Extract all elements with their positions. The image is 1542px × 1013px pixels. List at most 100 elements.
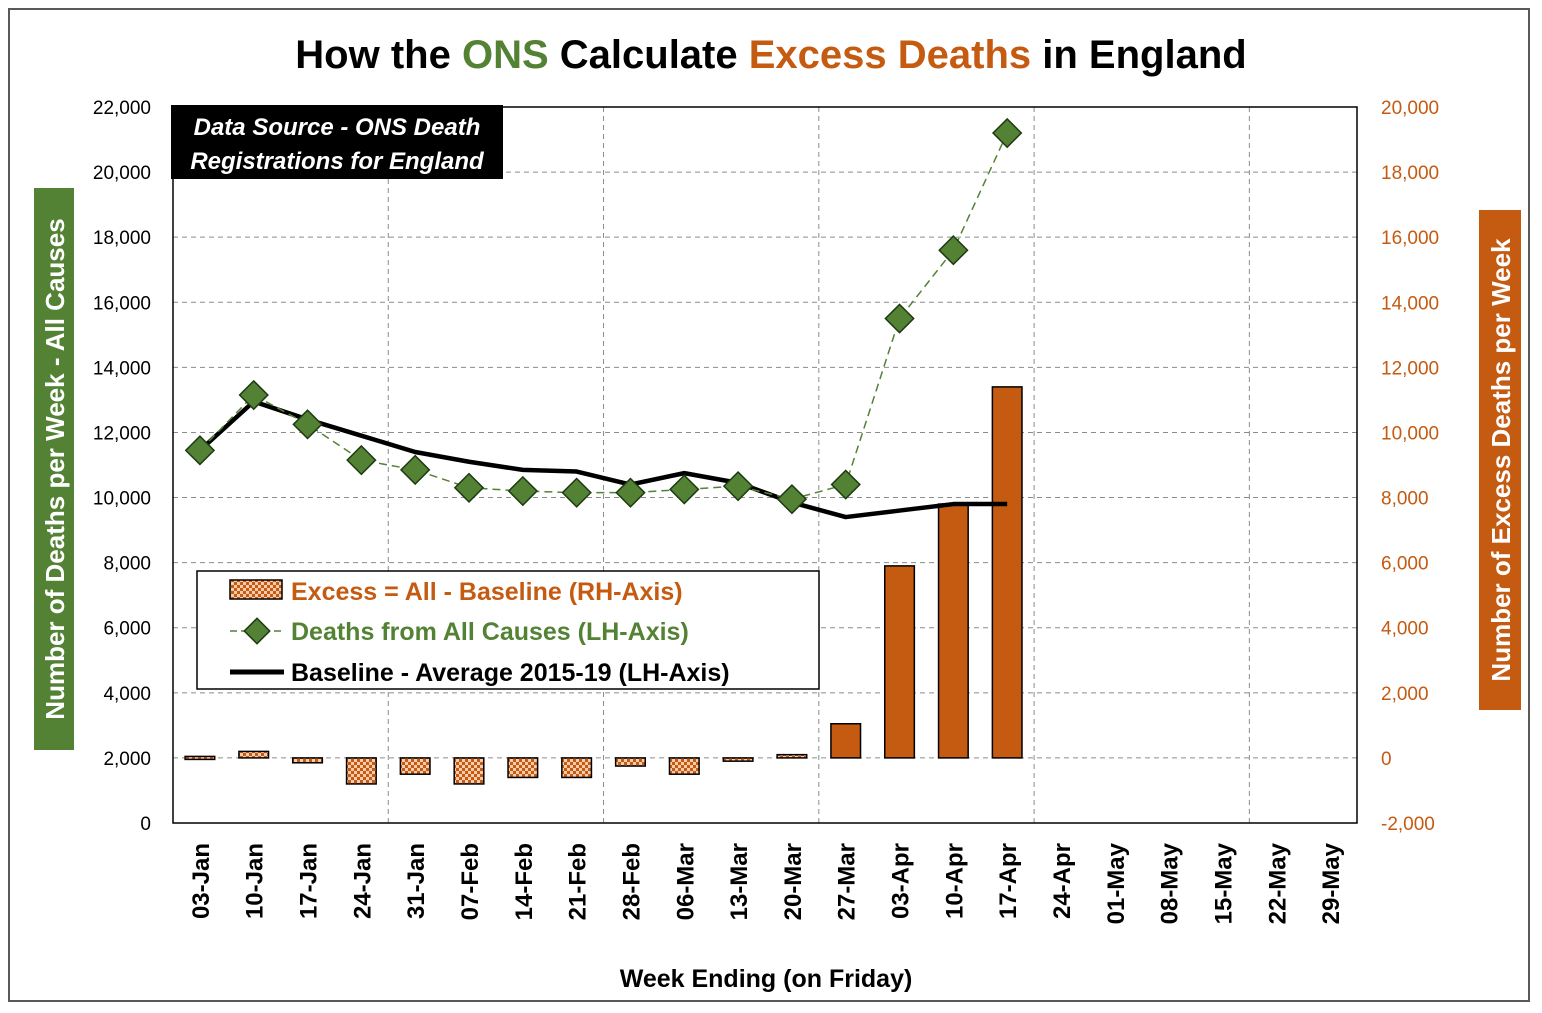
all-causes-point	[991, 117, 1023, 149]
all-causes-point	[184, 435, 216, 466]
baseline-series	[198, 399, 1008, 520]
x-tick-label: 03-Jan	[188, 843, 215, 919]
all-causes-point	[669, 474, 700, 505]
legend-all-causes-label: Deaths from All Causes (LH-Axis)	[291, 618, 689, 646]
x-tick-label: 03-Apr	[888, 843, 915, 919]
plot-area	[172, 106, 1358, 824]
left-tick-label: 8,000	[103, 554, 151, 575]
right-tick-label: 12,000	[1381, 358, 1439, 379]
excess-bar	[561, 757, 593, 779]
excess-bar	[614, 757, 647, 767]
excess-bar	[399, 757, 431, 775]
x-axis-title: Week Ending (on Friday)	[620, 965, 913, 993]
legend-baseline-label: Baseline - Average 2015-19 (LH-Axis)	[291, 659, 730, 687]
excess-bar	[668, 757, 700, 775]
source-note-line-2: Registrations for England	[190, 148, 485, 175]
title-part-3: Excess Deaths	[749, 33, 1031, 77]
x-tick-label: 29-May	[1318, 842, 1345, 924]
right-tick-label: 16,000	[1381, 228, 1439, 249]
left-tick-label: 16,000	[93, 293, 151, 314]
title-part-4: in England	[1031, 33, 1247, 77]
excess-bar	[722, 757, 754, 762]
chart-title: How the ONS Calculate Excess Deaths in E…	[295, 33, 1246, 77]
all-causes-point	[830, 469, 861, 500]
left-tick-label: 0	[140, 814, 151, 835]
x-tick-label: 31-Jan	[403, 843, 430, 919]
legend-diamond-marker	[243, 617, 271, 645]
excess-bar	[291, 757, 324, 764]
source-note-line-1: Data Source - ONS Death	[194, 114, 481, 141]
excess-bar	[937, 503, 969, 759]
x-tick-label: 15-May	[1210, 842, 1237, 924]
right-axis-title: Number of Excess Deaths per Week	[1486, 238, 1516, 682]
excess-bar	[776, 753, 808, 759]
all-causes-point	[938, 234, 969, 266]
left-axis-label: Number of Deaths per Week - All Causes	[34, 188, 74, 750]
title-part-0: How the	[295, 33, 462, 77]
left-tick-label: 6,000	[103, 619, 151, 640]
all-causes-point	[292, 409, 323, 440]
x-tick-label: 08-May	[1157, 842, 1184, 924]
right-tick-label: 0	[1381, 749, 1392, 770]
right-tick-label: 2,000	[1381, 684, 1429, 705]
excess-bar	[991, 386, 1023, 759]
all-causes-line	[199, 132, 1008, 500]
left-tick-label: 10,000	[93, 489, 151, 510]
x-tick-label: 17-Apr	[995, 843, 1022, 919]
excess-bar	[883, 565, 916, 759]
right-axis-label: Number of Excess Deaths per Week	[1479, 210, 1521, 710]
right-axis-ticks: -2,000 0 2,000 4,000 6,000 8,000 10,000 12,000 1…	[1381, 98, 1439, 835]
excess-bars	[184, 386, 1023, 785]
x-tick-label: 01-May	[1103, 842, 1130, 924]
left-tick-label: 14,000	[93, 358, 151, 379]
x-tick-label: 10-Apr	[941, 843, 968, 919]
right-tick-label: -2,000	[1381, 814, 1435, 835]
excess-bar	[238, 750, 270, 759]
right-tick-label: 8,000	[1381, 489, 1429, 510]
x-tick-label: 22-May	[1264, 842, 1291, 924]
right-tick-label: 18,000	[1381, 163, 1439, 184]
left-tick-label: 2,000	[103, 749, 151, 770]
all-causes-point	[722, 470, 754, 502]
x-tick-label: 28-Feb	[618, 843, 645, 920]
right-tick-label: 6,000	[1381, 554, 1429, 575]
x-tick-label: 07-Feb	[457, 843, 484, 920]
excess-bar	[345, 757, 377, 785]
excess-bar	[830, 722, 862, 759]
excess-bar	[453, 757, 485, 785]
left-tick-label: 22,000	[93, 98, 151, 119]
x-tick-label: 27-Mar	[834, 843, 861, 920]
all-causes-point	[238, 379, 269, 411]
excess-bar	[184, 755, 216, 761]
all-causes-point	[776, 483, 808, 515]
all-causes-point	[884, 303, 915, 334]
x-tick-label: 21-Feb	[565, 843, 592, 920]
right-tick-label: 14,000	[1381, 293, 1439, 314]
grid-lines	[173, 107, 1357, 823]
all-causes-point	[615, 477, 646, 508]
all-causes-point	[453, 472, 485, 503]
all-causes-point	[507, 475, 539, 507]
x-tick-label: 24-Apr	[1049, 843, 1076, 919]
legend: Excess = All - Baseline (RH-Axis) Deaths…	[196, 570, 820, 690]
x-tick-label: 13-Mar	[726, 843, 753, 920]
right-tick-label: 4,000	[1381, 619, 1429, 640]
left-tick-label: 4,000	[103, 684, 151, 705]
x-tick-label: 06-Mar	[672, 843, 699, 920]
all-causes-point	[561, 477, 592, 508]
title-part-1: ONS	[462, 33, 549, 77]
right-tick-label: 20,000	[1381, 98, 1439, 119]
source-note: Data Source - ONS Death Registrations fo…	[171, 105, 503, 179]
all-causes-series	[184, 117, 1023, 515]
left-tick-label: 18,000	[93, 228, 151, 249]
left-tick-label: 12,000	[93, 423, 151, 444]
excess-bar	[507, 757, 539, 779]
x-tick-label: 14-Feb	[511, 843, 538, 920]
x-tick-label: 17-Jan	[296, 843, 323, 919]
title-part-2: Calculate	[549, 33, 749, 77]
left-axis-ticks: 0 2,000 4,000 6,000 8,000 10,000 12,000 14,000 1…	[93, 98, 151, 835]
all-causes-point	[399, 454, 431, 486]
x-tick-label: 24-Jan	[349, 843, 376, 919]
x-tick-label: 10-Jan	[242, 843, 269, 919]
